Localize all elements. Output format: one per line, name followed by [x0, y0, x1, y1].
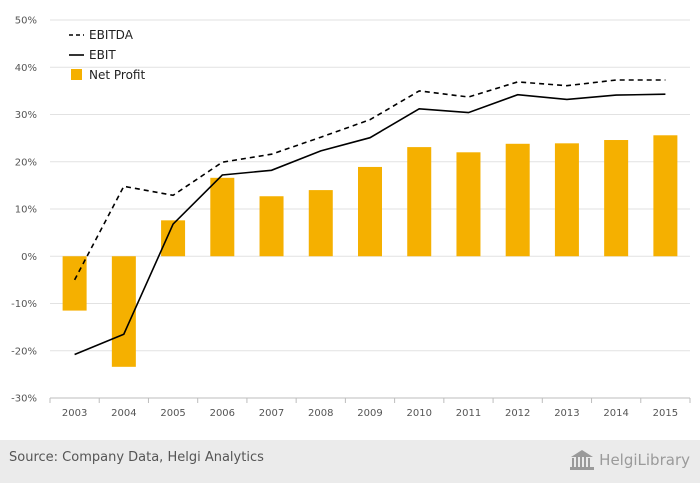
- bar-net-profit: [653, 135, 678, 257]
- x-tick-label: 2012: [505, 408, 530, 419]
- legend-label-ebitda: EBITDA: [89, 28, 134, 42]
- x-tick-label: 2006: [210, 408, 235, 419]
- x-tick-label: 2004: [111, 408, 136, 419]
- y-tick-label: 20%: [15, 157, 37, 168]
- library-building-icon: [570, 450, 595, 470]
- brand-name: HelgiLibrary: [599, 451, 690, 469]
- x-tick-label: 2010: [407, 408, 432, 419]
- x-tick-label: 2008: [308, 408, 333, 419]
- footer: Source: Company Data, Helgi Analytics He…: [0, 440, 700, 483]
- line-ebitda: [73, 79, 666, 281]
- y-tick-label: 30%: [15, 110, 37, 121]
- legend-label-ebit: EBIT: [89, 48, 116, 62]
- x-tick-label: 2013: [554, 408, 579, 419]
- y-tick-label: -20%: [11, 346, 37, 357]
- bar-net-profit: [210, 177, 235, 257]
- line-ebit: [74, 93, 666, 356]
- source-text: Source: Company Data, Helgi Analytics: [9, 450, 264, 465]
- x-tick-label: 2005: [160, 408, 185, 419]
- bar-net-profit: [604, 140, 629, 257]
- bar-net-profit: [358, 166, 382, 257]
- y-tick-label: 10%: [15, 205, 37, 216]
- bar-net-profit: [308, 190, 333, 257]
- x-tick-label: 2015: [653, 408, 678, 419]
- legend-label-net-profit: Net Profit: [89, 68, 145, 82]
- x-tick-label: 2011: [456, 408, 481, 419]
- x-tick-label: 2009: [357, 408, 382, 419]
- bar-net-profit: [554, 143, 579, 257]
- bar-net-profit: [407, 147, 432, 257]
- bar-net-profit: [456, 152, 481, 257]
- x-tick-label: 2007: [259, 408, 284, 419]
- y-tick-label: 40%: [15, 63, 37, 74]
- y-tick-label: 0%: [21, 252, 37, 263]
- y-tick-label: -10%: [11, 299, 37, 310]
- x-tick-label: 2014: [603, 408, 628, 419]
- y-tick-label: 50%: [15, 16, 37, 27]
- x-tick-label: 2003: [62, 408, 87, 419]
- chart-area: 50% 40% 30% 20% 10% 0% -10% -20% -30% 2003 2004 200…: [11, 16, 691, 419]
- bar-net-profit: [161, 220, 186, 257]
- brand-logo: HelgiLibrary: [569, 447, 690, 473]
- bar-net-profit: [62, 256, 87, 311]
- bar-net-profit: [111, 256, 136, 367]
- y-tick-label: -30%: [11, 394, 37, 405]
- bar-net-profit: [505, 143, 530, 257]
- legend-swatch-net-profit: [71, 69, 82, 80]
- chart: 50% 40% 30% 20% 10% 0% -10% -20% -30% 2003 2004 200…: [11, 16, 691, 419]
- bar-net-profit: [259, 196, 284, 257]
